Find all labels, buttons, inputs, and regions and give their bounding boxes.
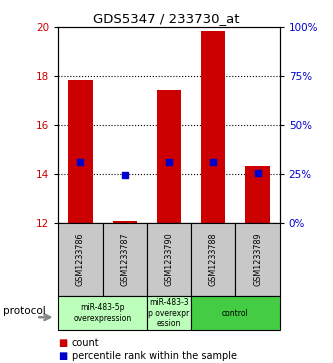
Text: GSM1233787: GSM1233787 [120,233,129,286]
Text: percentile rank within the sample: percentile rank within the sample [72,351,236,362]
Text: miR-483-5p
overexpression: miR-483-5p overexpression [74,303,132,323]
Text: miR-483-3
p overexpr
ession: miR-483-3 p overexpr ession [149,298,189,328]
Bar [157,90,181,223]
Text: GDS5347 / 233730_at: GDS5347 / 233730_at [93,12,240,25]
Text: protocol: protocol [3,306,46,316]
Text: ■: ■ [58,338,68,348]
Text: control: control [222,309,249,318]
Bar [68,80,93,223]
Text: GSM1233789: GSM1233789 [253,233,262,286]
Bar [245,166,270,223]
Text: GSM1233788: GSM1233788 [209,233,218,286]
Text: count: count [72,338,99,348]
Text: GSM1233790: GSM1233790 [165,233,173,286]
Bar [113,221,137,223]
Text: ■: ■ [58,351,68,362]
Text: GSM1233786: GSM1233786 [76,233,85,286]
Bar [201,31,225,223]
